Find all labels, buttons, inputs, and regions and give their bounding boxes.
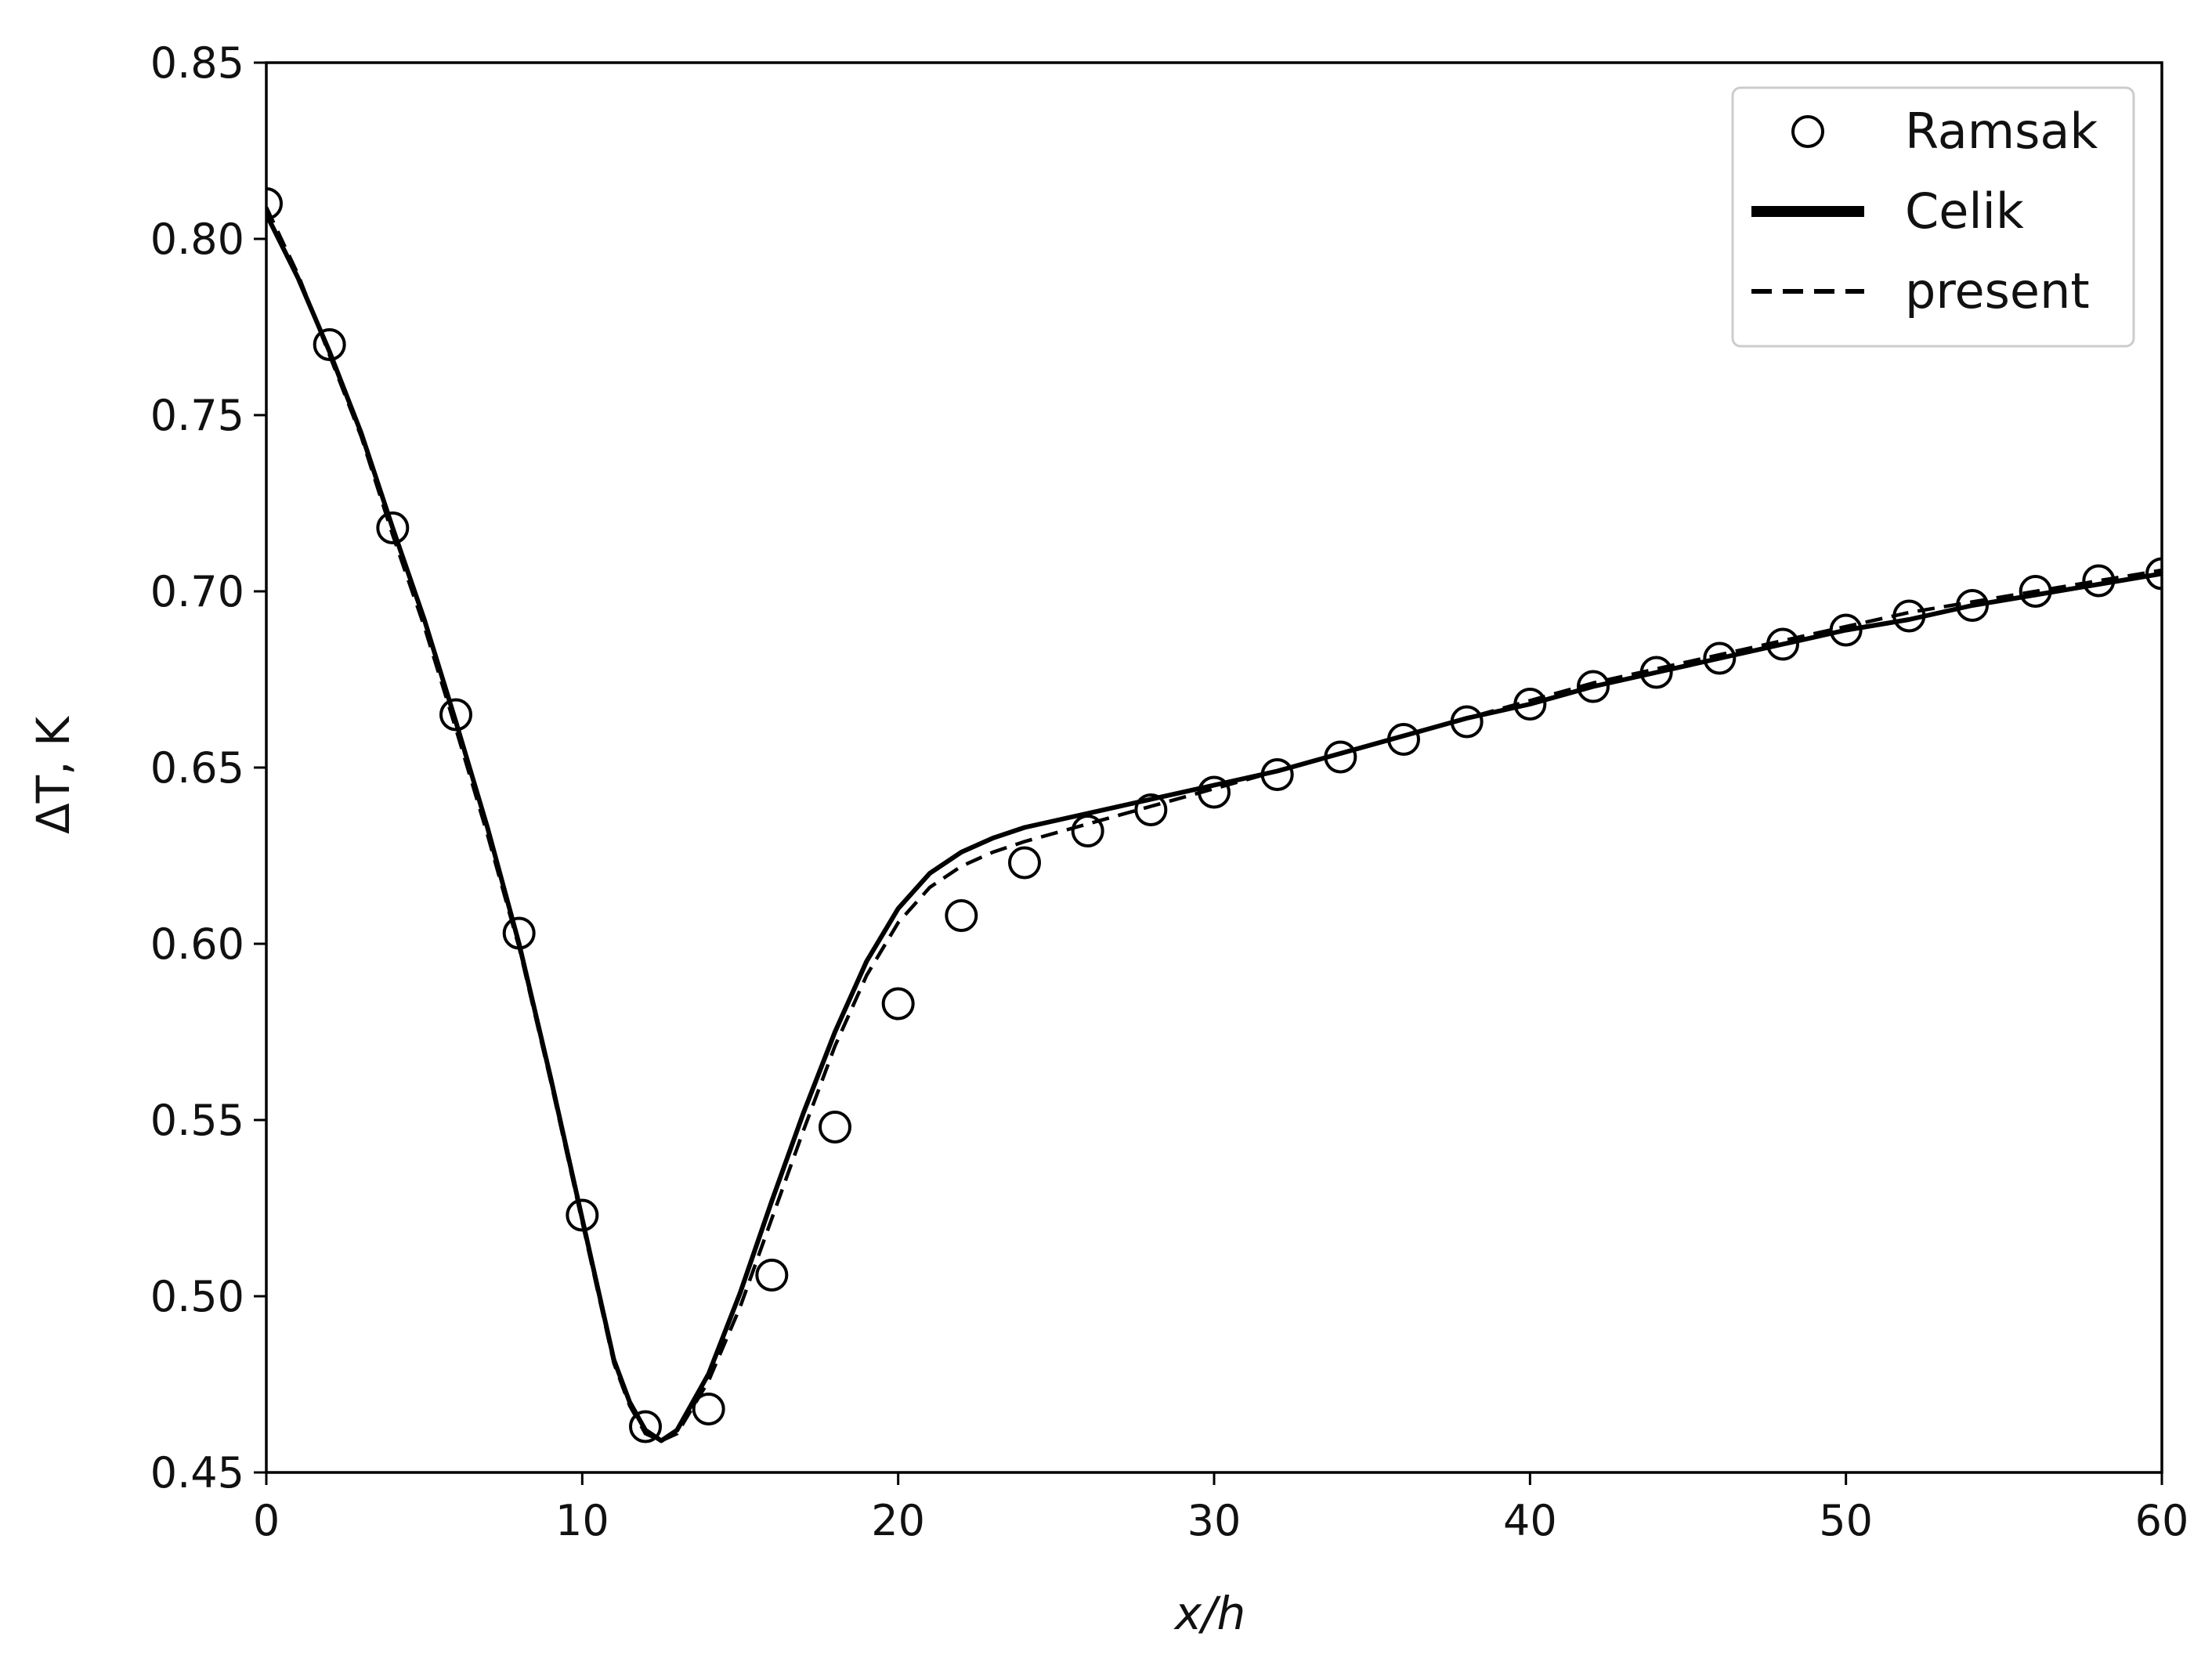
x-tick-label: 50 bbox=[1819, 1496, 1873, 1545]
data-point-ramsak-13 bbox=[1071, 815, 1104, 847]
data-point-ramsak-12 bbox=[1008, 846, 1041, 880]
data-point-ramsak-0 bbox=[266, 187, 283, 220]
data-point-ramsak-9 bbox=[819, 1111, 851, 1144]
x-tick-label: 60 bbox=[2135, 1496, 2189, 1545]
y-tick-label: 0.65 bbox=[150, 743, 244, 793]
data-point-ramsak-11 bbox=[945, 899, 978, 932]
x-tick-label: 0 bbox=[253, 1496, 280, 1545]
y-tick-label: 0.85 bbox=[150, 38, 244, 88]
data-point-ramsak-2 bbox=[376, 511, 410, 544]
data-point-ramsak-25 bbox=[1829, 613, 1863, 647]
legend: Ramsak Celik present bbox=[1731, 86, 2135, 348]
legend-label-present: present bbox=[1905, 262, 2090, 320]
data-point-ramsak-21 bbox=[1577, 670, 1610, 703]
plot-area bbox=[266, 187, 2162, 1443]
y-tick-label: 0.55 bbox=[150, 1096, 244, 1145]
data-point-ramsak-14 bbox=[1134, 793, 1168, 826]
y-tick-label: 0.75 bbox=[150, 391, 244, 440]
axes: 0 10 20 30 40 50 60 0.45 0.50 0.55 0.60 0.65 0.70 0.7… bbox=[150, 38, 2189, 1545]
x-tick-label: 40 bbox=[1503, 1496, 1557, 1545]
y-tick-label: 0.50 bbox=[150, 1272, 244, 1321]
series-line-celik bbox=[266, 213, 2162, 1443]
data-point-ramsak-6 bbox=[629, 1410, 662, 1443]
x-tick-label: 10 bbox=[555, 1496, 609, 1545]
series-line-present bbox=[266, 206, 2162, 1443]
data-point-ramsak-30 bbox=[2145, 557, 2162, 591]
y-tick-label: 0.60 bbox=[150, 920, 244, 969]
data-point-ramsak-7 bbox=[692, 1393, 725, 1425]
x-axis-label: x/h bbox=[1173, 1587, 1246, 1640]
legend-label-celik: Celik bbox=[1905, 182, 2024, 240]
y-tick-label: 0.45 bbox=[150, 1448, 244, 1498]
y-tick-label: 0.80 bbox=[150, 215, 244, 264]
data-point-ramsak-23 bbox=[1703, 641, 1737, 675]
y-axis-label: ΔT, K bbox=[27, 715, 80, 834]
data-point-ramsak-8 bbox=[755, 1259, 789, 1292]
legend-label-ramsak: Ramsak bbox=[1905, 103, 2098, 160]
data-point-ramsak-10 bbox=[881, 987, 915, 1021]
y-tick-label: 0.70 bbox=[150, 567, 244, 616]
x-tick-label: 30 bbox=[1187, 1496, 1242, 1545]
legend-key-ramsak bbox=[1791, 115, 1824, 148]
x-tick-label: 20 bbox=[871, 1496, 925, 1545]
legend-frame bbox=[1731, 86, 2135, 348]
